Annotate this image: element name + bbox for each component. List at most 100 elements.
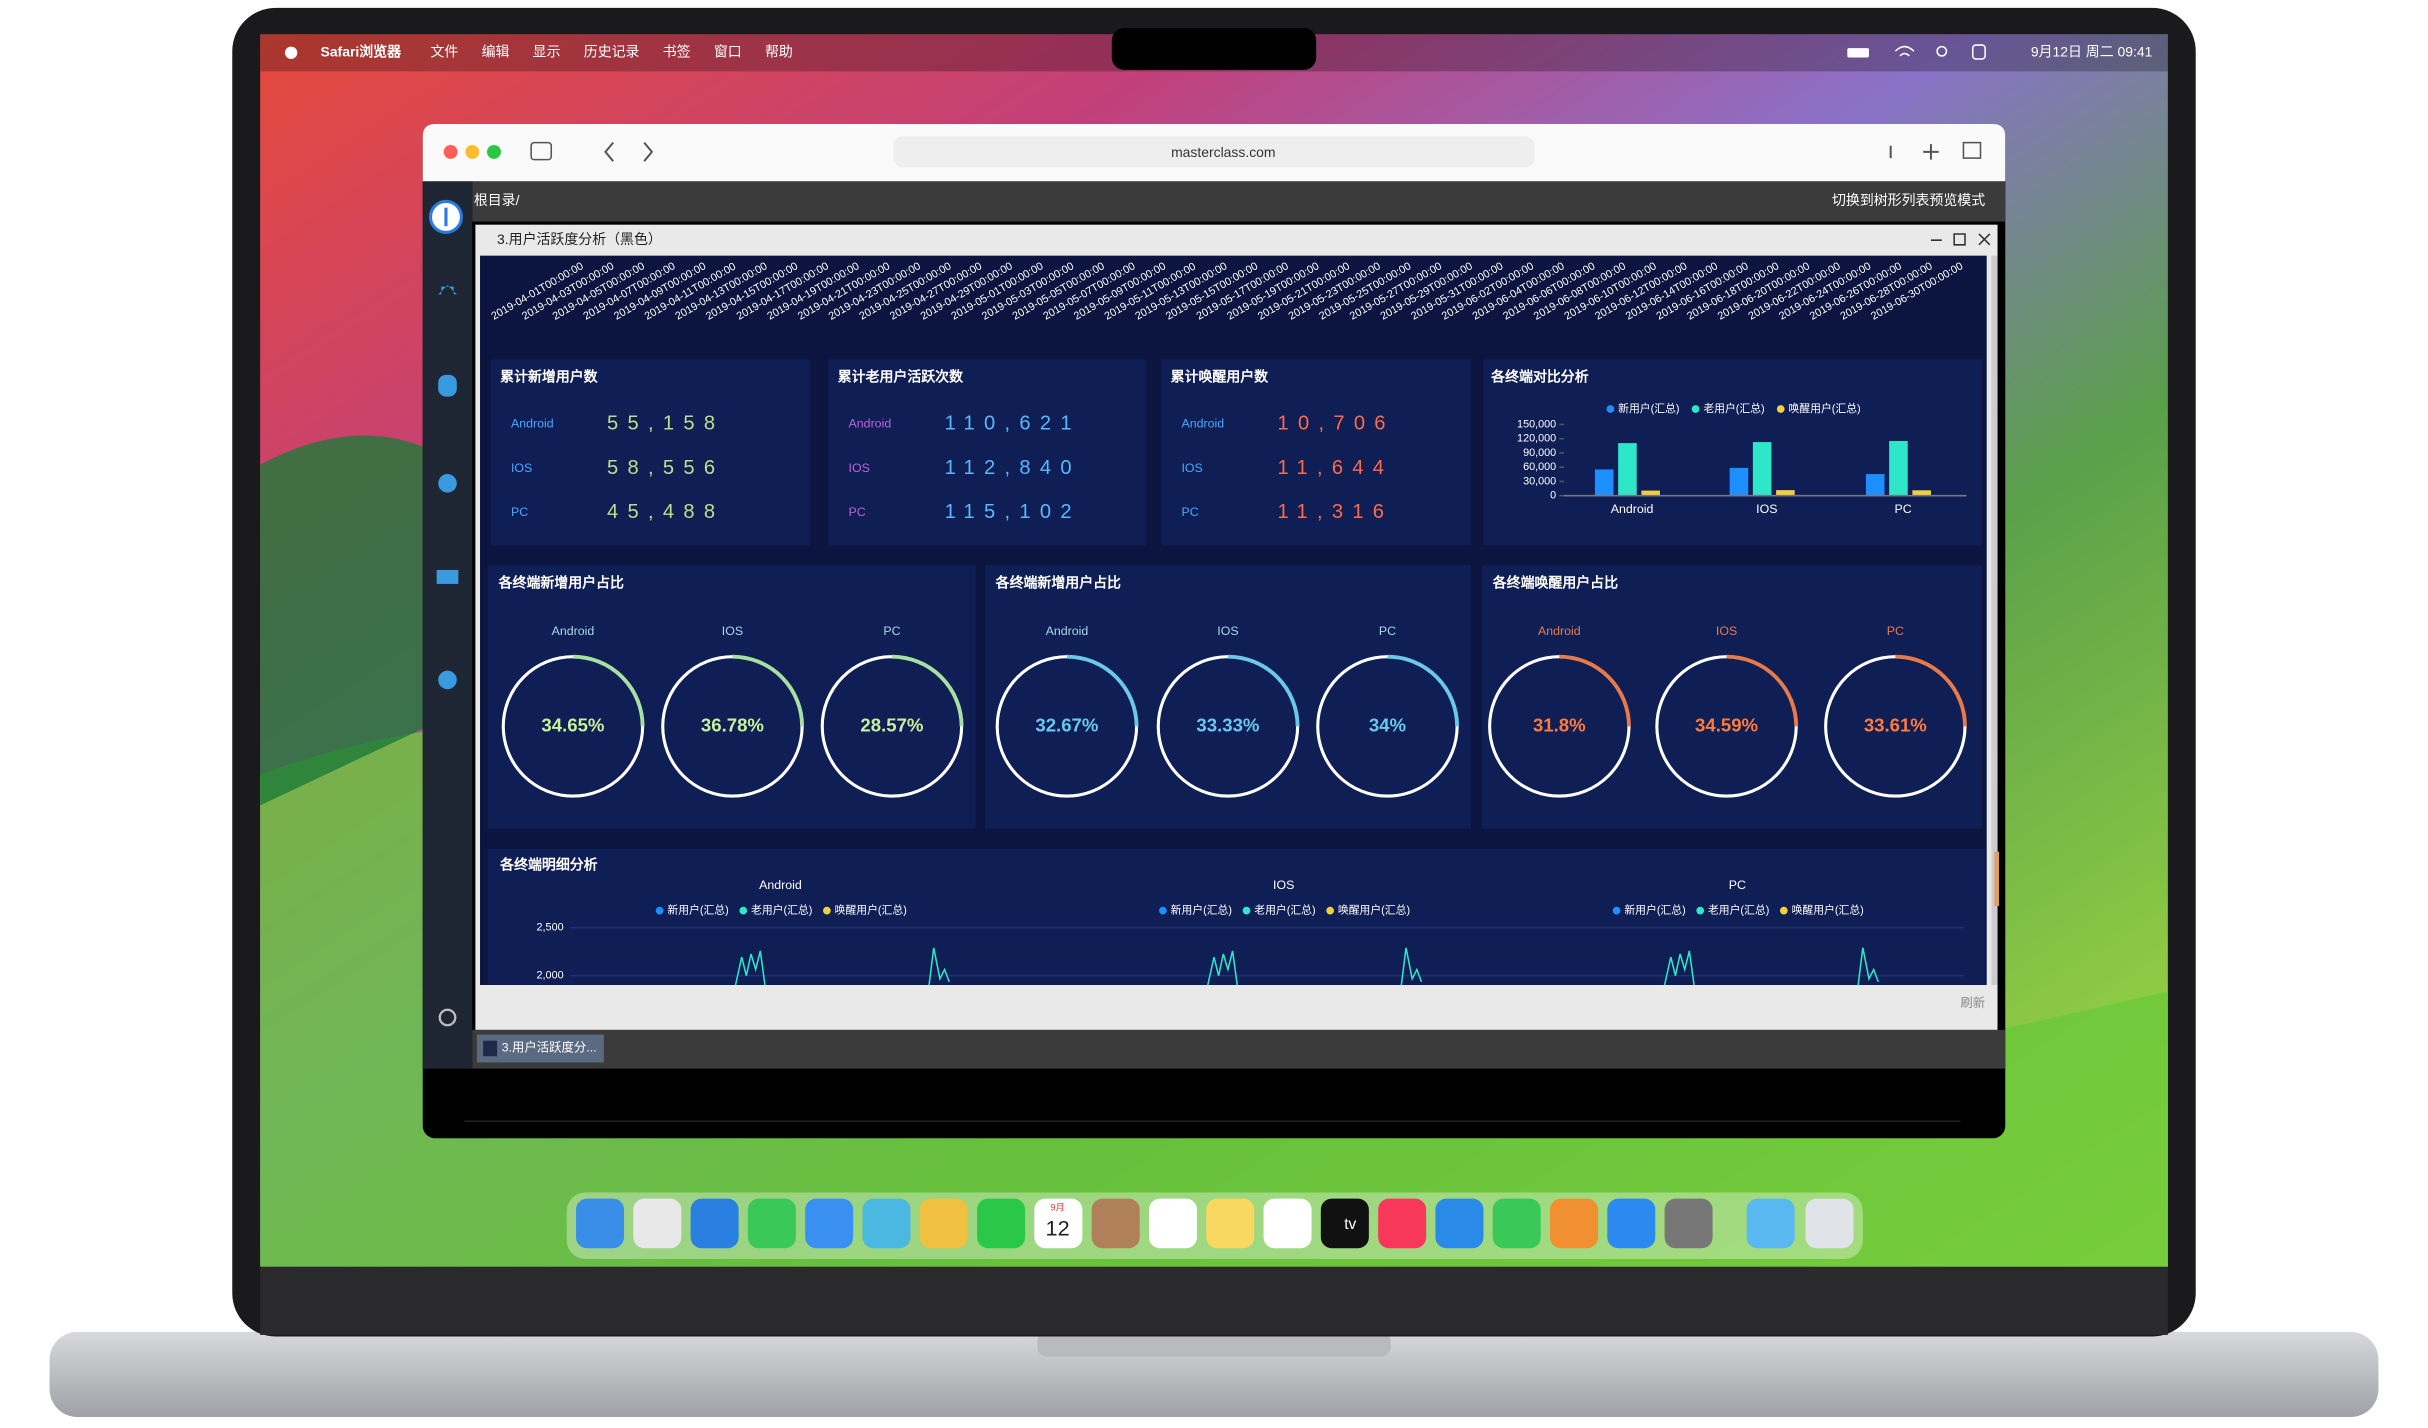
- wifi-icon[interactable]: [1894, 45, 1915, 57]
- apple-logo[interactable]: [284, 46, 298, 59]
- dock-icon[interactable]: [1664, 1198, 1713, 1249]
- zoom-button[interactable]: [486, 144, 501, 159]
- sidebar-icons[interactable]: [436, 285, 459, 690]
- bar: [1594, 469, 1614, 496]
- control-center[interactable]: [1971, 44, 1986, 60]
- app-logo-mark: [444, 207, 448, 227]
- close-button[interactable]: [443, 144, 458, 159]
- bar: [1729, 467, 1749, 496]
- window-controls[interactable]: [1930, 233, 1991, 246]
- refresh[interactable]: 刷新: [1960, 995, 1985, 1010]
- stat-label: IOS: [1181, 461, 1202, 475]
- legend-label: 老用户(汇总): [751, 903, 812, 917]
- laptop-notch: [1037, 1331, 1391, 1357]
- legend-dot: [823, 906, 831, 915]
- panel: [984, 565, 1472, 829]
- ratio-arc: [891, 654, 964, 727]
- tv-label: tv: [1344, 1216, 1356, 1233]
- legend-label: 唤醒用户(汇总): [1338, 903, 1410, 917]
- panel: [487, 565, 976, 829]
- dock-icon[interactable]: [747, 1198, 796, 1249]
- chart-title: 各终端对比分析: [1490, 369, 1589, 385]
- nav-buttons[interactable]: [604, 141, 654, 162]
- y-tick-label: 120,000: [1517, 433, 1556, 445]
- dock-icon[interactable]: [862, 1198, 911, 1249]
- legend-dot: [1159, 906, 1167, 915]
- dock-icon[interactable]: [1550, 1198, 1599, 1249]
- dock-icon[interactable]: [690, 1198, 739, 1249]
- ratio-value: 36.78%: [701, 714, 764, 735]
- menu-clock: 9月12日 周二 09:41: [2031, 43, 2153, 59]
- stat-title: 累计新增用户数: [500, 369, 598, 385]
- ratio-value: 34.65%: [541, 714, 604, 735]
- stat-value: 11,316: [1277, 501, 1393, 523]
- detail-title: 各终端明细分析: [499, 856, 598, 872]
- task-tab-label[interactable]: 3.用户活跃度分...: [502, 1040, 597, 1055]
- task-tab[interactable]: [476, 1034, 604, 1063]
- stat-title: 累计老用户活跃次数: [838, 369, 963, 385]
- search-icon[interactable]: [1936, 45, 1948, 57]
- legend-dot: [1779, 906, 1788, 915]
- menu-item[interactable]: 文件: [430, 43, 458, 59]
- battery-icon[interactable]: [1847, 48, 1870, 58]
- dock-icon[interactable]: [1746, 1198, 1795, 1249]
- dock-icon[interactable]: [633, 1198, 682, 1249]
- dock-icon[interactable]: [977, 1198, 1026, 1249]
- dock-icon[interactable]: [1091, 1198, 1140, 1249]
- tabs-button[interactable]: [1962, 141, 1982, 159]
- menu-item[interactable]: 编辑: [482, 43, 510, 59]
- sidebar-button[interactable]: [530, 141, 553, 161]
- detail-line: [1207, 947, 1423, 986]
- legend-dot: [1242, 906, 1251, 915]
- menu-app[interactable]: Safari浏览器: [321, 43, 403, 59]
- dock-icon[interactable]: [1805, 1198, 1854, 1249]
- dock-icon[interactable]: [919, 1198, 968, 1249]
- dock-icon[interactable]: [1263, 1198, 1312, 1249]
- ratio-value: 34.59%: [1695, 714, 1758, 735]
- panel: [828, 359, 1146, 546]
- stat-value: 10,706: [1277, 413, 1394, 435]
- scroll-thumb[interactable]: [1994, 851, 2000, 907]
- scrollbar[interactable]: [1991, 255, 1998, 985]
- dock-icon[interactable]: [1607, 1198, 1656, 1249]
- legend-label: 唤醒用户(汇总): [835, 903, 907, 917]
- menu-item[interactable]: 历史记录: [584, 43, 640, 59]
- dock-icon[interactable]: [1492, 1198, 1541, 1249]
- dock-icon[interactable]: [576, 1198, 625, 1249]
- switch-mode[interactable]: 切换到树形列表预览模式: [1832, 192, 1985, 208]
- breadcrumb[interactable]: 根目录/: [474, 192, 520, 208]
- y-tick-label: 2,500: [537, 922, 564, 934]
- menu-item[interactable]: 窗口: [714, 43, 742, 59]
- stat-value: 110,621: [945, 413, 1081, 435]
- minimize-button[interactable]: [465, 144, 480, 159]
- stat-label: Android: [849, 417, 892, 431]
- dock-icon[interactable]: [805, 1198, 854, 1249]
- dock-icon[interactable]: [1320, 1198, 1369, 1249]
- dock-icon[interactable]: [1148, 1198, 1197, 1249]
- url[interactable]: masterclass.com: [1171, 144, 1275, 160]
- panel: [487, 848, 1986, 985]
- legend-label: 新用户(汇总): [667, 903, 728, 917]
- dock-icon[interactable]: [1378, 1198, 1427, 1249]
- dock-icon[interactable]: [1435, 1198, 1484, 1249]
- legend-dot: [1696, 906, 1705, 915]
- panel: [1161, 359, 1472, 546]
- ratio-value: 33.61%: [1864, 714, 1927, 735]
- menu-item[interactable]: 书签: [663, 43, 691, 59]
- detail-line: [734, 947, 950, 986]
- dock-icon[interactable]: [1206, 1198, 1255, 1249]
- ratio-title: 各终端新增用户占比: [995, 575, 1121, 591]
- power-button[interactable]: [438, 1008, 457, 1027]
- ratio-value: 33.33%: [1196, 714, 1259, 735]
- calendar-month: 9月: [1050, 1202, 1064, 1212]
- dock-icon[interactable]: [1034, 1198, 1083, 1249]
- legend-label: 新用户(汇总): [1618, 401, 1679, 415]
- address-bar[interactable]: [893, 136, 1535, 168]
- y-tick-label: 90,000: [1523, 447, 1556, 459]
- bar: [1752, 442, 1772, 496]
- toolbar-actions[interactable]: [1889, 144, 1939, 160]
- menu-item[interactable]: 显示: [533, 43, 561, 59]
- ratio-arc: [1559, 654, 1631, 727]
- menu-item[interactable]: 帮助: [765, 43, 793, 59]
